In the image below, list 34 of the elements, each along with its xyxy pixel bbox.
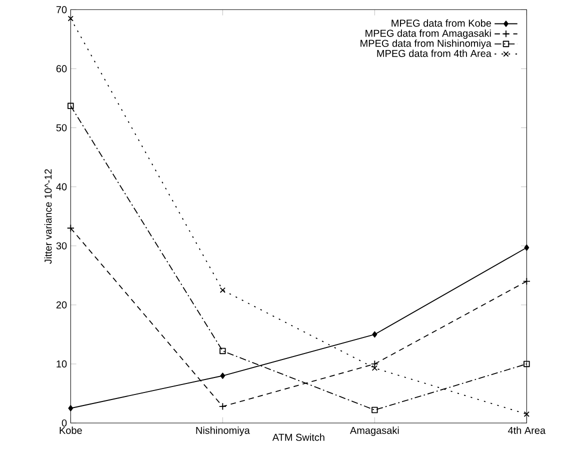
x-tick-label: Amagasaki bbox=[350, 426, 399, 436]
x-tick-label: 4th Area bbox=[508, 426, 546, 434]
legend-label: MPEG data from 4th Area bbox=[377, 50, 492, 57]
point bbox=[372, 331, 378, 338]
y-tick-label: 30 bbox=[56, 242, 67, 250]
legend-label: MPEG data from Amagasaki bbox=[366, 29, 491, 39]
point bbox=[524, 244, 530, 251]
point bbox=[68, 405, 74, 412]
point bbox=[370, 360, 378, 368]
legend-label: MPEG data from Kobe bbox=[392, 19, 492, 27]
point bbox=[220, 372, 226, 379]
y-tick-label: 50 bbox=[56, 124, 67, 132]
x-tick-label: Nishinomiya bbox=[196, 426, 250, 436]
point bbox=[66, 224, 74, 232]
y-tick-label: 40 bbox=[56, 183, 67, 190]
y-tick-label: 20 bbox=[56, 301, 67, 308]
point bbox=[220, 348, 226, 354]
y-tick-label: 70 bbox=[56, 6, 67, 14]
legend-label: MPEG data from Nishinomiya bbox=[360, 40, 492, 49]
x-tick-label: Kobe bbox=[60, 426, 82, 434]
y-tick-label: 0 bbox=[62, 419, 67, 427]
point bbox=[218, 402, 226, 410]
point bbox=[68, 102, 74, 110]
point bbox=[372, 406, 378, 414]
point bbox=[522, 277, 530, 286]
x-axis-title: ATM Switch bbox=[272, 434, 324, 441]
y-tick-label: 60 bbox=[56, 65, 67, 72]
point bbox=[524, 360, 530, 368]
point bbox=[372, 365, 378, 371]
y-axis-title: Jitter variance 10^-12 bbox=[44, 169, 52, 264]
point bbox=[524, 411, 530, 417]
point bbox=[68, 16, 74, 22]
y-tick-label: 10 bbox=[56, 360, 67, 368]
point bbox=[220, 287, 226, 293]
